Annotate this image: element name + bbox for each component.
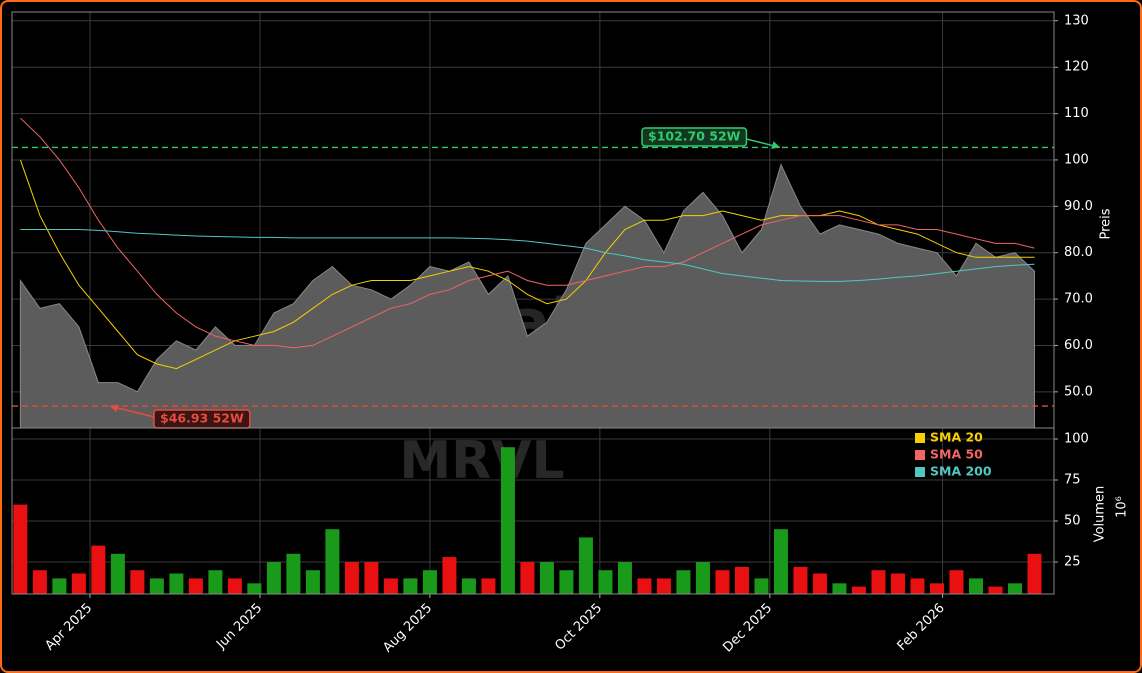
volume-bar — [949, 570, 964, 594]
volume-bar — [754, 578, 769, 594]
y-tick-label: 110 — [1064, 106, 1089, 121]
volume-bar — [266, 562, 281, 594]
y-tick-label: 100 — [1064, 152, 1089, 167]
x-tick-label: Dec 2025 — [720, 601, 775, 656]
legend-swatch — [915, 433, 925, 443]
y-tick-label: 60.0 — [1064, 338, 1093, 353]
watermark: MRVL — [399, 431, 564, 491]
volume-bar — [169, 573, 184, 594]
volume-bar — [52, 578, 67, 594]
volume-bar — [1027, 553, 1042, 594]
volume-bar — [461, 578, 476, 594]
y-axis-unit: 10⁶ — [1115, 496, 1130, 518]
volume-bar — [793, 566, 808, 594]
volume-bar — [734, 566, 749, 594]
volume-bar — [559, 570, 574, 594]
volume-bar — [286, 553, 301, 594]
y-tick-label: 50 — [1064, 514, 1081, 529]
volume-bar — [188, 578, 203, 594]
sma-line — [19, 159, 1035, 370]
x-tick-label: Apr 2025 — [42, 601, 95, 654]
volume-bar — [149, 578, 164, 594]
y-axis-label: Preis — [1099, 208, 1114, 239]
volume-bar — [578, 537, 593, 594]
legend-swatch — [915, 467, 925, 477]
x-tick-label: Feb 2026 — [895, 601, 948, 654]
x-tick-label: Oct 2025 — [552, 601, 605, 654]
volume-bar — [637, 578, 652, 594]
y-tick-label: 100 — [1064, 431, 1089, 446]
volume-bar — [247, 583, 262, 594]
volume-bar — [500, 447, 515, 594]
y-axis-label: Volumen — [1093, 486, 1108, 543]
volume-bar — [598, 570, 613, 594]
y-tick-label: 75 — [1064, 472, 1081, 487]
volume-bar — [344, 562, 359, 594]
annotation-box — [641, 127, 748, 147]
volume-bar — [715, 570, 730, 594]
volume-bar — [988, 586, 1003, 594]
arrow-head — [110, 404, 119, 413]
volume-bar — [695, 562, 710, 594]
volume-bar — [871, 570, 886, 594]
x-tick-label: Aug 2025 — [380, 601, 435, 656]
volume-bar — [890, 573, 905, 594]
volume-bar — [130, 570, 145, 594]
annotation-label: $102.70 52W — [648, 129, 741, 144]
volume-bar — [71, 573, 86, 594]
volume-bar — [91, 545, 106, 594]
volume-bar — [539, 562, 554, 594]
volume-bar — [617, 562, 632, 594]
volume-panel-border — [11, 427, 1055, 595]
volume-bar — [110, 553, 125, 594]
volume-bar — [32, 570, 47, 594]
x-tick-label: Jun 2025 — [213, 601, 265, 653]
legend-label: SMA 50 — [930, 447, 983, 462]
volume-bar — [1007, 583, 1022, 594]
sma-line — [20, 229, 1035, 282]
legend-label: SMA 200 — [930, 464, 992, 479]
volume-bar — [305, 570, 320, 594]
volume-bar — [968, 578, 983, 594]
volume-bar — [364, 562, 379, 594]
volume-bar — [481, 578, 496, 594]
volume-bar — [773, 529, 788, 594]
legend-label: SMA 20 — [930, 430, 983, 445]
volume-bar — [403, 578, 418, 594]
price-area — [19, 163, 1035, 429]
volume-bar — [832, 583, 847, 594]
volume-bar — [929, 583, 944, 594]
volume-bar — [442, 557, 457, 594]
y-tick-label: 25 — [1064, 555, 1081, 570]
volume-bar — [383, 578, 398, 594]
y-tick-label: 70.0 — [1064, 292, 1093, 307]
y-tick-label: 130 — [1064, 13, 1089, 28]
volume-bar — [656, 578, 671, 594]
y-tick-label: 90.0 — [1064, 199, 1093, 214]
volume-bar — [520, 562, 535, 594]
volume-bar — [208, 570, 223, 594]
annotation-label: $46.93 52W — [160, 411, 244, 426]
volume-bar — [13, 504, 28, 594]
y-tick-label: 50.0 — [1064, 384, 1093, 399]
y-tick-label: 120 — [1064, 60, 1089, 75]
volume-bar — [422, 570, 437, 594]
sma-line — [20, 117, 1035, 349]
volume-bar — [812, 573, 827, 594]
volume-bar — [227, 578, 242, 594]
volume-bar — [910, 578, 925, 594]
y-tick-label: 80.0 — [1064, 245, 1093, 260]
arrow-head — [771, 141, 780, 149]
volume-bar — [851, 586, 866, 594]
volume-bar — [325, 529, 340, 594]
volume-bar — [676, 570, 691, 594]
legend-swatch — [915, 450, 925, 460]
